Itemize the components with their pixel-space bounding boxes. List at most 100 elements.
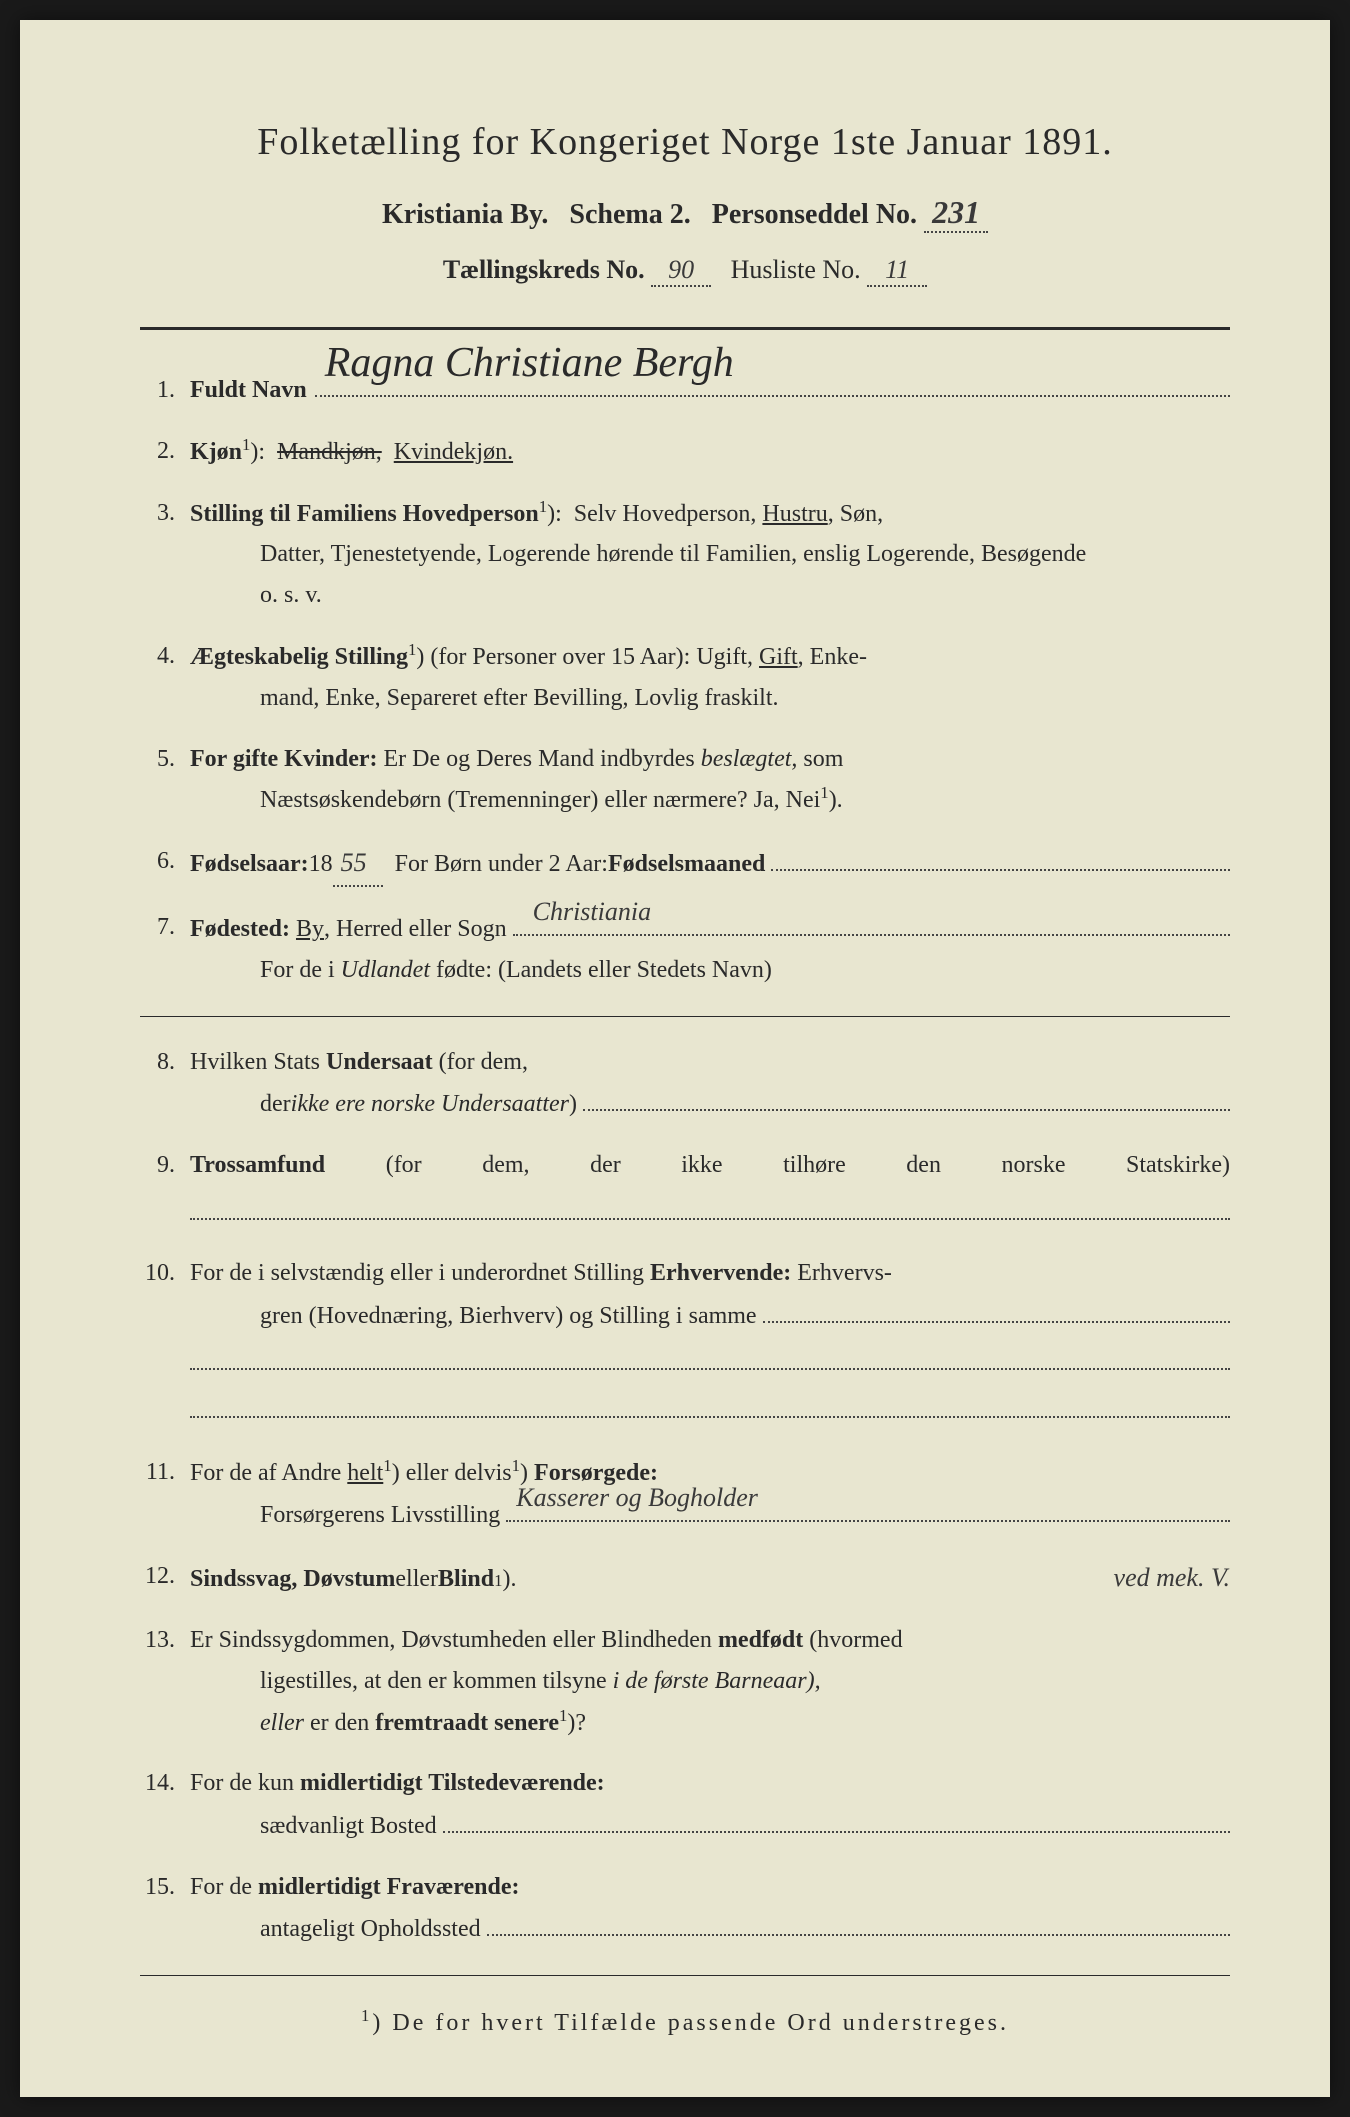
q9-num: 9. [140, 1145, 190, 1233]
q13-label-b: fremtraadt senere [375, 1710, 559, 1736]
q13-italic-b: eller [260, 1710, 304, 1736]
q4-label: Ægteskabelig Stilling [190, 644, 408, 670]
q10-label: Erhvervende: [650, 1260, 791, 1286]
q10-field-2 [190, 1337, 1230, 1371]
q10-num: 10. [140, 1253, 190, 1431]
q3-label: Stilling til Familiens Hovedperson [190, 501, 539, 527]
q4-text-a: (for Personer over 15 Aar): Ugift, [424, 644, 759, 670]
q3-text-b: , Søn, [828, 501, 883, 527]
q14-text-b: sædvanligt Bosted [260, 1806, 437, 1847]
q13-text-c: ligestilles, at den er kommen tilsyne [260, 1668, 613, 1694]
q1-name-field: Ragna Christiane Bergh [315, 395, 1230, 397]
question-2: 2. Kjøn1): Mandkjøn, Kvindekjøn. [140, 431, 1230, 473]
q7-italic-a: Udlandet [341, 957, 430, 983]
q7-text-b: For de i [260, 957, 341, 983]
q7-text-c: fødte: (Landets eller Stedets Navn) [430, 957, 772, 983]
q5-text-a: Er De og Deres Mand indbyrdes [378, 746, 701, 772]
q11-num: 11. [140, 1452, 190, 1536]
q15-text-b: antageligt Opholdssted [260, 1909, 481, 1950]
page-title: Folketælling for Kongeriget Norge 1ste J… [140, 120, 1230, 164]
q12-label: Sindssvag, Døvstum [190, 1559, 395, 1600]
question-3: 3. Stilling til Familiens Hovedperson1):… [140, 493, 1230, 616]
husliste-label: Husliste No. [731, 255, 861, 284]
footnote-text: De for hvert Tilfælde passende Ord under… [392, 2010, 1009, 2036]
personseddel-no-field: 231 [924, 194, 988, 233]
q8-label: Undersaat [326, 1049, 433, 1075]
q5-label: For gifte Kvinder: [190, 746, 378, 772]
q9-text-a: (for dem, der ikke tilhøre den norske St… [325, 1152, 1230, 1178]
q13-text-d: er den [304, 1710, 375, 1736]
q7-place-field: Christiania [513, 907, 1230, 936]
q14-label: midlertidigt Tilstedeværende: [300, 1770, 605, 1796]
kreds-label: Tællingskreds No. [443, 255, 645, 284]
q3-text-d: o. s. v. [190, 575, 1230, 616]
question-8: 8. Hvilken Stats Undersaat (for dem, der… [140, 1042, 1230, 1125]
q7-place-value: Christiania [533, 890, 651, 934]
q5-num: 5. [140, 739, 190, 822]
q11-value-a: Kasserer og Bogholder [516, 1476, 758, 1520]
schema-label: Schema 2. [569, 199, 690, 230]
kreds-no-field: 90 [651, 255, 711, 287]
census-form-page: Folketælling for Kongeriget Norge 1ste J… [20, 20, 1330, 2097]
q4-opt-gift: Gift [759, 644, 798, 670]
q2-label: Kjøn [190, 439, 242, 465]
q10-text-b: Erhvervs- [791, 1260, 892, 1286]
q11-text-a: For de af Andre [190, 1460, 347, 1486]
q7-label-a: Fødested: [190, 909, 290, 950]
q6-label-b: For Børn under 2 Aar: [395, 844, 608, 885]
question-10: 10. For de i selvstændig eller i underor… [140, 1253, 1230, 1431]
question-9: 9. Trossamfund (for dem, der ikke tilhør… [140, 1145, 1230, 1233]
q5-text-c: Næstsøskendebørn (Tremenninger) eller næ… [260, 787, 820, 813]
q3-text-a: Selv Hovedperson, [574, 501, 763, 527]
kreds-no-value: 90 [668, 255, 694, 284]
q8-text-b: (for dem, [433, 1049, 528, 1075]
question-12: 12. Sindssvag, Døvstum eller Blind1). ve… [140, 1556, 1230, 1600]
q7-opt-by: By [296, 909, 324, 950]
q8-field [583, 1083, 1230, 1112]
q15-field [487, 1908, 1230, 1937]
q1-num: 1. [140, 370, 190, 411]
q11-text-c: Forsørgerens Livsstilling [260, 1495, 500, 1536]
personseddel-label: Personseddel No. [712, 199, 917, 230]
husliste-no-value: 11 [885, 255, 909, 284]
q12-num: 12. [140, 1556, 190, 1600]
husliste-no-field: 11 [867, 255, 927, 287]
q11-field: Kasserer og Bogholder [506, 1493, 1230, 1522]
q10-field-1 [763, 1294, 1230, 1323]
q10-text-c: gren (Hovednæring, Bierhverv) og Stillin… [260, 1296, 757, 1337]
q6-month-field [771, 842, 1230, 871]
q6-prefix: 18 [309, 844, 333, 885]
q10-text-a: For de i selvstændig eller i underordnet… [190, 1260, 650, 1286]
q15-label: midlertidigt Fraværende: [258, 1874, 520, 1900]
q6-num: 6. [140, 841, 190, 887]
q2-opt-kvinde: Kvindekjøn. [394, 439, 513, 465]
q3-num: 3. [140, 493, 190, 616]
q14-text-a: For de kun [190, 1770, 300, 1796]
q15-num: 15. [140, 1867, 190, 1950]
question-1: 1. Fuldt Navn Ragna Christiane Bergh [140, 370, 1230, 411]
divider-1 [140, 1016, 1230, 1017]
q2-opt-mand: Mandkjøn, [277, 439, 382, 465]
q13-text-b: (hvormed [803, 1627, 902, 1653]
q3-opt-hustru: Hustru [762, 501, 827, 527]
q11-opt-helt: helt [347, 1460, 383, 1486]
question-5: 5. For gifte Kvinder: Er De og Deres Man… [140, 739, 1230, 822]
question-11: 11. For de af Andre helt1) eller delvis1… [140, 1452, 1230, 1536]
question-13: 13. Er Sindssygdommen, Døvstumheden elle… [140, 1620, 1230, 1743]
q6-year-value: 55 [341, 848, 367, 877]
q11-text-b: eller delvis [400, 1460, 512, 1486]
personseddel-no-value: 231 [932, 194, 980, 231]
q2-num: 2. [140, 431, 190, 473]
q6-label-a: Fødselsaar: [190, 844, 309, 885]
question-6: 6. Fødselsaar: 18 55 For Børn under 2 Aar… [140, 841, 1230, 887]
q1-name-value: Ragna Christiane Bergh [325, 328, 734, 399]
q9-label: Trossamfund [190, 1152, 325, 1178]
q4-text-c: mand, Enke, Separeret efter Bevilling, L… [190, 678, 1230, 719]
q3-text-c: Datter, Tjenestetyende, Logerende hørend… [190, 534, 1230, 575]
q6-year-field: 55 [333, 841, 383, 887]
q4-text-b: , Enke- [798, 644, 867, 670]
q7-text-a: , Herred eller Sogn [324, 909, 507, 950]
q8-text-a: Hvilken Stats [190, 1049, 326, 1075]
q8-italic-a: ikke ere norske Undersaatter [291, 1084, 569, 1125]
q6-label-c: Fødselsmaaned [608, 844, 765, 885]
